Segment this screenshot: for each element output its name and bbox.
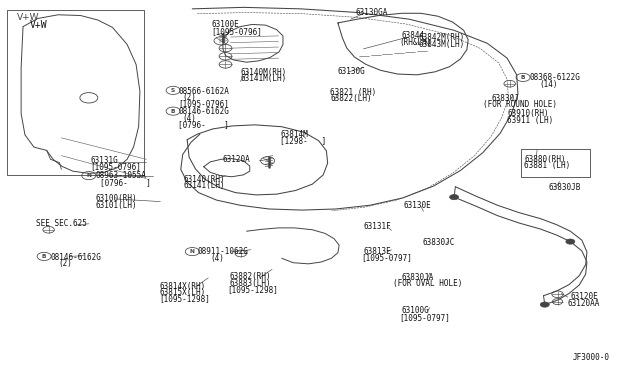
Text: 63813E: 63813E	[364, 247, 391, 256]
Text: [1095-0796]: [1095-0796]	[90, 163, 141, 171]
Text: 63882(RH): 63882(RH)	[229, 272, 271, 281]
Text: (4): (4)	[210, 254, 224, 263]
Text: JF3000-0: JF3000-0	[572, 353, 609, 362]
Text: N: N	[86, 173, 92, 178]
Text: 63822(LH): 63822(LH)	[330, 94, 372, 103]
Text: 63100(RH): 63100(RH)	[95, 195, 137, 203]
Text: S: S	[171, 88, 175, 93]
Circle shape	[540, 302, 549, 307]
Text: 63815X(LH): 63815X(LH)	[159, 288, 205, 297]
Text: 63844: 63844	[402, 31, 425, 41]
Text: [1095-0796]: [1095-0796]	[211, 27, 262, 36]
Text: 63880(RH): 63880(RH)	[524, 155, 566, 164]
Text: 63140(RH): 63140(RH)	[183, 175, 225, 184]
Text: 63100G: 63100G	[401, 307, 429, 315]
Text: 63814X(RH): 63814X(RH)	[159, 282, 205, 291]
Text: 08911-1062G: 08911-1062G	[197, 247, 248, 256]
Text: B: B	[171, 109, 175, 113]
Text: 08146-6162G: 08146-6162G	[51, 253, 101, 262]
Text: 63120AA: 63120AA	[568, 299, 600, 308]
Text: 08963-1055A: 08963-1055A	[95, 171, 146, 180]
Text: 63830J: 63830J	[491, 94, 519, 103]
Text: 63883(LH): 63883(LH)	[229, 279, 271, 288]
Text: N: N	[190, 249, 195, 254]
Text: 63911 (LH): 63911 (LH)	[507, 116, 554, 125]
Text: [1095-1298]: [1095-1298]	[227, 285, 278, 294]
Text: 63141M(LH): 63141M(LH)	[240, 74, 287, 83]
Text: 63910(RH): 63910(RH)	[507, 109, 548, 118]
Text: 63830JB: 63830JB	[548, 183, 581, 192]
Text: (2): (2)	[182, 93, 196, 102]
Text: 63131G: 63131G	[90, 156, 118, 165]
Text: 63101(LH): 63101(LH)	[95, 201, 137, 210]
Text: (FOR ROUND HOLE): (FOR ROUND HOLE)	[483, 100, 557, 109]
Text: B: B	[521, 75, 525, 80]
Text: 63830JC: 63830JC	[422, 238, 454, 247]
Text: B: B	[42, 254, 46, 259]
Text: V+W: V+W	[29, 20, 47, 30]
Text: (FOR OVAL HOLE): (FOR OVAL HOLE)	[394, 279, 463, 288]
Text: [1095-1298]: [1095-1298]	[159, 294, 210, 303]
Bar	[521, 149, 590, 177]
Text: 63141(LH): 63141(LH)	[183, 181, 225, 190]
Text: [1298-   ]: [1298- ]	[280, 136, 326, 145]
Text: (4): (4)	[182, 114, 196, 123]
Text: [1095-0797]: [1095-0797]	[399, 313, 450, 322]
Text: 63100E: 63100E	[211, 20, 239, 29]
Text: 63814M: 63814M	[280, 129, 308, 139]
Text: [1095-0797]: [1095-0797]	[362, 253, 412, 262]
Text: 08566-6162A: 08566-6162A	[178, 87, 229, 96]
Text: [0796-    ]: [0796- ]	[178, 120, 229, 129]
Text: 63843M(LH): 63843M(LH)	[419, 39, 465, 49]
Text: 63830JA: 63830JA	[401, 273, 433, 282]
Text: 63120E: 63120E	[571, 292, 599, 301]
Text: 63130G: 63130G	[337, 67, 365, 76]
Text: 63120A: 63120A	[223, 155, 251, 164]
Text: [0796-    ]: [0796- ]	[100, 178, 150, 187]
Text: 63881 (LH): 63881 (LH)	[524, 161, 571, 170]
Text: 63130GA: 63130GA	[355, 8, 387, 17]
Text: [1095-0796]: [1095-0796]	[178, 99, 229, 108]
Text: 63131F: 63131F	[364, 221, 391, 231]
Text: 08146-6162G: 08146-6162G	[178, 108, 229, 116]
Bar	[7, 10, 145, 175]
Circle shape	[566, 239, 575, 244]
Circle shape	[450, 195, 459, 200]
Text: 63140M(RH): 63140M(RH)	[240, 68, 287, 77]
Text: 63842M(RH): 63842M(RH)	[419, 33, 465, 42]
Text: 63821 (RH): 63821 (RH)	[330, 88, 376, 97]
Text: 63130E: 63130E	[403, 201, 431, 210]
Text: 08368-6122G: 08368-6122G	[529, 73, 580, 82]
Text: SEE SEC.625: SEE SEC.625	[36, 219, 86, 228]
Text: V+W: V+W	[17, 13, 40, 22]
Text: (RH&LH): (RH&LH)	[399, 38, 431, 47]
Text: (2): (2)	[58, 259, 72, 268]
Text: (14): (14)	[539, 80, 557, 89]
